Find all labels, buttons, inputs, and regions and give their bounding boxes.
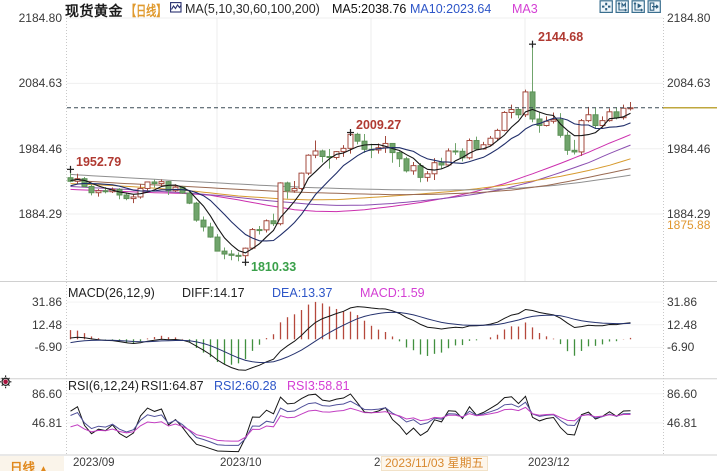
price-tick-left: 1984.46 (18, 141, 62, 156)
price-tick-right: 46.81 (667, 415, 698, 430)
period-selector[interactable]: 日线 ▲ (10, 457, 48, 471)
price-tick-left: 1884.29 (18, 207, 62, 222)
rsi3-value: RSI3:58.81 (287, 378, 350, 393)
axis-scale-icon[interactable] (615, 0, 629, 14)
rsi1-value: RSI1:64.87 (141, 378, 204, 393)
macd-title[interactable]: MACD(26,12,9) (68, 286, 155, 300)
axis-play-icon[interactable] (631, 0, 645, 14)
price-annotation: 1952.79 (76, 154, 122, 169)
price-tick-right: 31.86 (667, 295, 698, 310)
price-tick-right: 12.48 (667, 317, 698, 332)
macd-dea-value: DEA:13.37 (272, 286, 333, 300)
price-tick-left: 46.81 (31, 415, 62, 430)
rsi-title[interactable]: RSI(6,12,24) (68, 378, 139, 393)
ma-settings-label: MA(5,10,30,60,100,200) (185, 2, 320, 16)
price-tick-right: -6.90 (667, 340, 695, 355)
chevron-up-icon: ▲ (38, 464, 49, 471)
chart-toolbar (599, 0, 661, 14)
price-tick-left: 12.48 (31, 317, 62, 332)
ma30-value: MA3 (512, 2, 538, 16)
price-tick-right: 1984.46 (667, 141, 711, 156)
price-annotation: 1810.33 (251, 259, 297, 274)
period-zone (0, 456, 64, 471)
x-axis-month-label: 2023/10 (220, 457, 262, 469)
ma5-value: MA5:2038.76 (332, 2, 407, 16)
symbol-name: 现货黄金 (65, 3, 123, 19)
price-tick-left: 2184.80 (18, 11, 62, 25)
price-tick-right: 1884.29 (667, 207, 711, 222)
price-tick-left: -6.90 (34, 340, 62, 355)
price-tick-left: 86.60 (31, 386, 62, 401)
ma10-value: MA10:2023.64 (410, 2, 492, 16)
x-axis-month-label: 2023/12 (528, 457, 570, 469)
rsi2-value: RSI2:60.28 (214, 378, 277, 393)
macd-value: MACD:1.59 (360, 286, 425, 300)
price-tick-right: 2184.80 (667, 11, 711, 25)
candlestick-chart-icon[interactable] (170, 1, 182, 13)
price-tick-left: 31.86 (31, 295, 62, 310)
price-tick-right: 2084.63 (667, 76, 711, 91)
pan-crosshair-icon[interactable] (599, 0, 613, 14)
macd-diff-value: DIFF:14.17 (182, 286, 245, 300)
x-axis-month-label: 2023/09 (73, 457, 115, 469)
export-icon[interactable] (647, 0, 661, 14)
price-tick-right: 86.60 (667, 386, 698, 401)
period-label[interactable]: 【日线】 (126, 3, 167, 19)
price-annotation: 2009.27 (356, 118, 402, 132)
indicator-settings-icon[interactable] (0, 375, 13, 389)
alert-price-label: 1875.88 (667, 218, 711, 233)
price-tick-left: 2084.63 (18, 76, 62, 91)
date-tooltip: 2023/11/03 星期五 (381, 455, 488, 471)
price-annotation: 2144.68 (538, 29, 584, 44)
